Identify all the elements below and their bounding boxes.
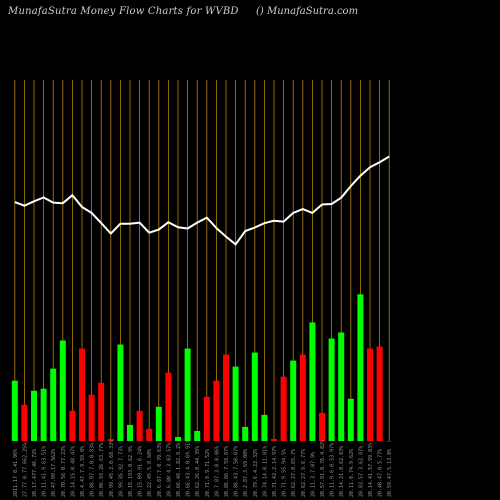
money-flow-bar-13 [127,424,133,441]
x-tick-label: 20.14.15.0.48.47% [70,446,76,497]
x-tick-label: 20.40.47.0.5.77% [378,449,384,497]
x-tick-label: 20.06.93.26.63.77% [99,443,105,497]
price-line-layer [14,155,390,246]
x-tick-label: 20.62.26.0.44.35% [195,446,201,497]
money-flow-bar-29 [280,376,287,441]
x-tick-label: 20.14.21.0.62.83% [339,446,345,497]
money-flow-bar-38 [367,348,373,441]
money-flow-bar-11 [107,438,114,441]
x-tick-label: 20.7.87.3.0.0.06% [214,446,220,497]
x-tick-label: 20.71.9.55.94.5% [282,449,288,497]
money-flow-bar-36 [347,398,354,441]
x-tick-label: 20.59.47.5.13.0% [387,449,393,497]
x-tick-label: 20.11.0.74.9.62% [349,449,355,497]
x-tick-label: 20.66.46.1.82.9.2% [176,443,182,497]
money-flow-bar-8 [79,348,85,441]
chart-header: MunafaSutra Money Flow Charts for WVBD (… [0,0,500,40]
x-tick-label: 20.57.91.0.76.4.82% [320,440,326,497]
x-tick-label: 20.14.41.57.99.03% [368,443,374,497]
money-flow-bar-12 [117,344,124,441]
money-flow-bar-10 [98,382,105,441]
money-flow-bar-1 [11,380,18,441]
money-flow-bar-31 [299,354,306,441]
money-flow-bar-3 [31,390,37,441]
x-tick-label: 2011.17 0.41.96% [13,449,19,497]
money-flow-bar-16 [155,406,162,441]
x-tick-label: 20.47.99.17.562% [51,449,57,497]
money-flow-bar-26 [251,352,258,441]
x-tick-label: 20.11.3.7.07.9% [310,452,316,497]
x-tick-label: 20.66.43.4.0.69.91% [186,440,192,497]
money-flow-bar-32 [309,322,316,441]
x-tick-label: 20.11.9.6.0.53.97% [330,443,336,497]
chart-credit: () MunafaSutra.com [256,6,359,17]
money-flow-bar-6 [59,340,66,441]
x-tick-label: 20.99.85.92.7.73% [118,446,124,497]
x-tick-label: 20.6.87.7.0.70.63% [157,443,163,497]
money-flow-bar-28 [271,438,277,441]
x-tick-label: 20.2.87.3.69.00% [243,449,249,497]
price-line [14,155,390,246]
x-tick-label: 20.62.27.0.65.7% [291,449,297,497]
x-tick-label: 20.86.97.7.0.0.83% [90,443,96,497]
x-tick-label: 20.15.193.0.62.9% [128,446,134,497]
x-tick-label: 20.99.45.2.0.68.33% [109,440,115,497]
x-tick-label: 20.74.14.0.11.81% [262,446,268,497]
money-flow-bar-34 [328,338,335,441]
money-flow-bar-19 [184,348,191,441]
money-flow-bar-35 [338,332,345,441]
money-flow-bar-14 [136,410,143,441]
money-flow-bar-17 [165,372,172,441]
money-flow-bar-2 [21,404,28,441]
x-tick-labels: 2011.17 0.41.96% 27.77 0.77.662.25% 20.17.… [13,440,393,497]
x-tick-label: 20.11.41.9.63.51% [42,446,48,497]
x-tick-label: 20.71.42.2.14.97% [272,446,278,497]
x-tick-label: 20.62.27.9.6.77% [301,449,307,497]
x-tick-label: 20.22.45.5.8.60% [147,449,153,497]
chart-title: MunafaSutra Money Flow Charts for WVBD [8,6,239,17]
money-flow-bar-27 [261,414,268,441]
money-flow-bar-20 [194,430,201,441]
money-flow-bar-21 [203,396,210,441]
x-tick-label: 20.83.57.3.62.87% [358,446,364,497]
money-flow-bar-40 [386,441,393,442]
money-flow-bar-7 [69,410,76,441]
money-flow-bar-33 [319,412,325,441]
x-tick-label: 20.86.43.7.50.07% [234,446,240,497]
x-tick-label: 20.4.47.7.9.59.0% [80,446,86,497]
money-flow-bar-9 [88,394,95,441]
money-flow-bars [11,294,393,442]
x-tick-label: 27.77 0.77.662.25% [22,443,28,497]
money-flow-bar-4 [40,388,47,441]
money-flow-bar-15 [146,428,153,441]
money-flow-bar-25 [242,426,249,441]
money-flow-bar-24 [232,366,239,441]
money-flow-bar-39 [376,346,383,441]
x-tick-label: 20.15.09.91.6.24% [138,446,144,497]
x-tick-label: 20.6.80.4.3.03.57% [166,443,172,497]
x-tick-label: 20.70.56 0.77.22% [61,446,67,497]
money-flow-bar-37 [357,294,364,441]
x-tick-label: 20.79.6.4.22.32% [253,449,259,497]
money-flow-bar-23 [223,354,229,441]
money-flow-bar-30 [290,360,297,441]
x-tick-label: 20.86.86.7.59.87% [224,446,230,497]
money-flow-bar-5 [50,368,57,441]
money-flow-bar-18 [175,436,181,441]
money-flow-bar-22 [213,380,220,441]
x-tick-label: 20.17.477.46.72% [32,449,38,497]
x-tick-label: 20.71.9.9.71.52% [205,449,211,497]
